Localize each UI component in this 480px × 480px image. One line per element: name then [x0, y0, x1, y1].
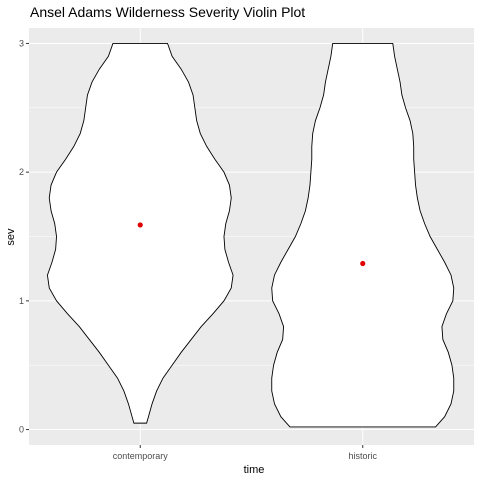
y-tick-label: 2	[19, 167, 24, 177]
violins	[46, 42, 455, 428]
y-tick-label: 0	[19, 425, 24, 435]
x-tick-label: contemporary	[113, 451, 169, 461]
mean-point-historic	[360, 260, 366, 267]
x-tick-label: historic	[348, 451, 377, 461]
y-axis-label: sev	[5, 228, 17, 246]
axis-ticks: 0 1 2 3 contemporary historic	[19, 38, 378, 461]
chart-title: Ansel Adams Wilderness Severity Violin P…	[30, 4, 305, 20]
mean-points	[137, 222, 366, 267]
x-axis-label: time	[244, 464, 265, 476]
y-tick-label: 3	[19, 38, 24, 48]
violin-historic	[271, 42, 455, 428]
y-tick-label: 1	[19, 296, 24, 306]
mean-point-contemporary	[137, 222, 143, 228]
violin-contemporary	[46, 42, 234, 424]
